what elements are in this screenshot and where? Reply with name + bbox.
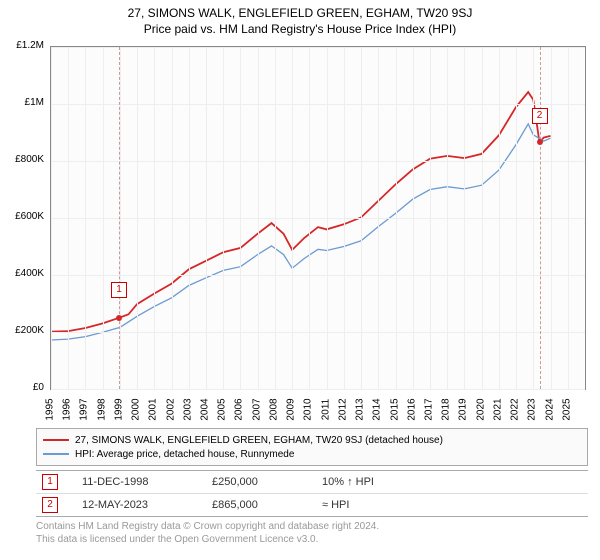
x-tick-label: 2005 bbox=[217, 398, 228, 422]
house-price-chart: { "title": "27, SIMONS WALK, ENGLEFIELD … bbox=[0, 0, 600, 560]
x-tick-label: 2003 bbox=[182, 398, 193, 422]
x-tick-label: 2010 bbox=[303, 398, 314, 422]
y-tick-label: £1.2M bbox=[0, 40, 44, 51]
marker-vline-2 bbox=[540, 47, 541, 389]
legend: 27, SIMONS WALK, ENGLEFIELD GREEN, EGHAM… bbox=[36, 428, 588, 466]
x-tick-label: 2001 bbox=[148, 398, 159, 422]
x-tick-label: 1997 bbox=[79, 398, 90, 422]
x-tick-label: 2014 bbox=[372, 398, 383, 422]
x-tick-label: 2009 bbox=[286, 398, 297, 422]
legend-swatch-hpi bbox=[43, 453, 69, 455]
y-tick-label: £1M bbox=[0, 97, 44, 108]
y-tick-label: £0 bbox=[0, 382, 44, 393]
x-tick-label: 2022 bbox=[510, 398, 521, 422]
marker-date-2: 12-MAY-2023 bbox=[82, 499, 212, 511]
legend-label-hpi: HPI: Average price, detached house, Runn… bbox=[75, 449, 294, 460]
x-tick-label: 1996 bbox=[62, 398, 73, 422]
marker-dot-1 bbox=[116, 315, 122, 321]
marker-label-1: 1 bbox=[111, 282, 127, 298]
marker-badge-1: 1 bbox=[42, 474, 58, 490]
x-tick-label: 2020 bbox=[475, 398, 486, 422]
marker-price-1: £250,000 bbox=[212, 476, 322, 488]
x-tick-label: 1995 bbox=[45, 398, 56, 422]
x-tick-label: 2006 bbox=[234, 398, 245, 422]
legend-item-property: 27, SIMONS WALK, ENGLEFIELD GREEN, EGHAM… bbox=[43, 433, 581, 447]
x-tick-label: 1998 bbox=[96, 398, 107, 422]
marker-label-2: 2 bbox=[532, 108, 548, 124]
x-tick-label: 2015 bbox=[389, 398, 400, 422]
marker-pct-1: 10% ↑ HPI bbox=[322, 476, 412, 488]
x-tick-label: 2024 bbox=[544, 398, 555, 422]
series-hpi bbox=[51, 124, 551, 340]
x-tick-label: 2008 bbox=[268, 398, 279, 422]
x-tick-label: 2023 bbox=[527, 398, 538, 422]
x-tick-label: 2004 bbox=[200, 398, 211, 422]
marker-row-1: 1 11-DEC-1998 £250,000 10% ↑ HPI bbox=[36, 471, 588, 494]
y-tick-label: £600K bbox=[0, 211, 44, 222]
legend-label-property: 27, SIMONS WALK, ENGLEFIELD GREEN, EGHAM… bbox=[75, 435, 443, 446]
x-tick-label: 2017 bbox=[423, 398, 434, 422]
legend-item-hpi: HPI: Average price, detached house, Runn… bbox=[43, 447, 581, 461]
plot-area: 12 bbox=[50, 46, 586, 390]
attribution-line-2: This data is licensed under the Open Gov… bbox=[36, 534, 318, 545]
x-tick-label: 2016 bbox=[406, 398, 417, 422]
x-tick-label: 2019 bbox=[458, 398, 469, 422]
x-tick-label: 2012 bbox=[337, 398, 348, 422]
x-tick-label: 2011 bbox=[320, 398, 331, 422]
x-tick-label: 2007 bbox=[251, 398, 262, 422]
marker-price-2: £865,000 bbox=[212, 499, 322, 511]
marker-badge-2: 2 bbox=[42, 497, 58, 513]
x-tick-label: 2002 bbox=[165, 398, 176, 422]
y-tick-label: £400K bbox=[0, 268, 44, 279]
marker-table: 1 11-DEC-1998 £250,000 10% ↑ HPI 2 12-MA… bbox=[36, 470, 588, 517]
x-tick-label: 1999 bbox=[113, 398, 124, 422]
attribution: Contains HM Land Registry data © Crown c… bbox=[36, 520, 588, 546]
x-tick-label: 2018 bbox=[441, 398, 452, 422]
marker-pct-2: ≈ HPI bbox=[322, 499, 412, 511]
chart-title: 27, SIMONS WALK, ENGLEFIELD GREEN, EGHAM… bbox=[0, 0, 600, 20]
marker-date-1: 11-DEC-1998 bbox=[82, 476, 212, 488]
legend-swatch-property bbox=[43, 439, 69, 441]
chart-subtitle: Price paid vs. HM Land Registry's House … bbox=[0, 20, 600, 36]
y-tick-label: £800K bbox=[0, 154, 44, 165]
x-tick-label: 2000 bbox=[131, 398, 142, 422]
x-tick-label: 2013 bbox=[355, 398, 366, 422]
marker-dot-2 bbox=[537, 139, 543, 145]
attribution-line-1: Contains HM Land Registry data © Crown c… bbox=[36, 521, 379, 532]
marker-row-2: 2 12-MAY-2023 £865,000 ≈ HPI bbox=[36, 494, 588, 516]
x-tick-label: 2021 bbox=[492, 398, 503, 422]
y-tick-label: £200K bbox=[0, 325, 44, 336]
x-tick-label: 2025 bbox=[561, 398, 572, 422]
marker-vline-1 bbox=[119, 47, 120, 389]
